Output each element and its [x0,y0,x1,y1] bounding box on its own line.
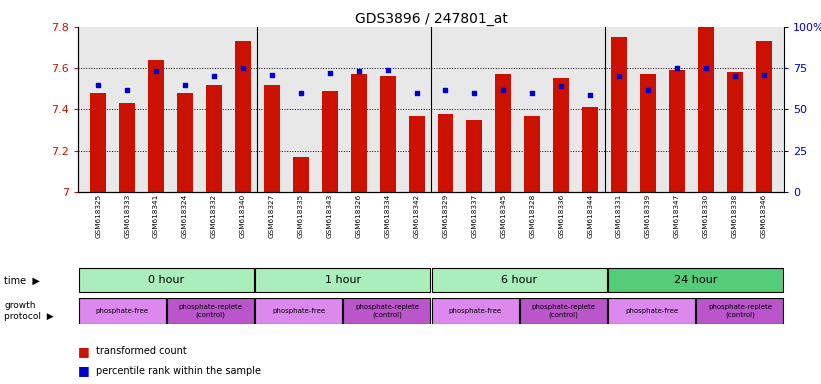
Bar [79,298,166,324]
Point [294,90,307,96]
Bar [698,27,714,192]
Bar [206,85,222,192]
Bar [409,116,424,192]
Text: phosphate-replete
(control): phosphate-replete (control) [708,304,772,318]
Bar [255,268,430,293]
Point [381,67,394,73]
Bar [177,93,193,192]
Point [757,72,770,78]
Bar [525,116,540,192]
Text: percentile rank within the sample: percentile rank within the sample [96,366,261,376]
Point [699,65,713,71]
Point [208,73,221,79]
Bar [608,268,783,293]
Point [92,82,105,88]
Text: phosphate-replete
(control): phosphate-replete (control) [178,304,242,318]
Bar [582,108,599,192]
Point [410,90,423,96]
Point [468,90,481,96]
Point [584,91,597,98]
Point [671,65,684,71]
Bar [351,74,367,192]
Point [236,65,250,71]
Point [555,83,568,89]
Bar [553,78,569,192]
Text: phosphate-free: phosphate-free [625,308,678,314]
Text: transformed count: transformed count [96,346,187,356]
Bar [611,37,627,192]
Bar [119,103,135,192]
Bar [167,298,254,324]
Text: ■: ■ [78,345,89,358]
Point [728,73,741,79]
Bar [264,85,280,192]
Point [497,86,510,93]
Text: phosphate-replete
(control): phosphate-replete (control) [531,304,595,318]
Text: phosphate-free: phosphate-free [272,308,325,314]
Bar [255,298,342,324]
Text: time  ▶: time ▶ [4,275,40,285]
Bar [696,298,783,324]
Bar [495,74,511,192]
Point [612,73,626,79]
Bar [466,120,483,192]
Bar [727,72,743,192]
Bar [148,60,164,192]
Point [352,68,365,74]
Text: 1 hour: 1 hour [324,275,361,285]
Text: phosphate-free: phosphate-free [448,308,502,314]
Bar [432,298,519,324]
Bar [235,41,251,192]
Point [323,70,337,76]
Text: GDS3896 / 247801_at: GDS3896 / 247801_at [355,12,507,25]
Text: phosphate-free: phosphate-free [95,308,149,314]
Point [525,90,539,96]
Bar [343,298,430,324]
Text: ■: ■ [78,364,89,377]
Bar [379,76,396,192]
Bar [90,93,106,192]
Bar [520,298,607,324]
Point [439,86,452,93]
Bar [669,70,685,192]
Point [265,72,278,78]
Point [149,68,163,74]
Bar [608,298,695,324]
Bar [322,91,337,192]
Bar [756,41,772,192]
Text: 0 hour: 0 hour [148,275,185,285]
Text: phosphate-replete
(control): phosphate-replete (control) [355,304,419,318]
Bar [293,157,309,192]
Text: growth
protocol  ▶: growth protocol ▶ [4,301,53,321]
Bar [79,268,254,293]
Text: 24 hour: 24 hour [674,275,718,285]
Point [641,86,654,93]
Bar [432,268,607,293]
Point [121,86,134,93]
Text: 6 hour: 6 hour [501,275,538,285]
Bar [438,114,453,192]
Bar [640,74,656,192]
Point [178,82,191,88]
